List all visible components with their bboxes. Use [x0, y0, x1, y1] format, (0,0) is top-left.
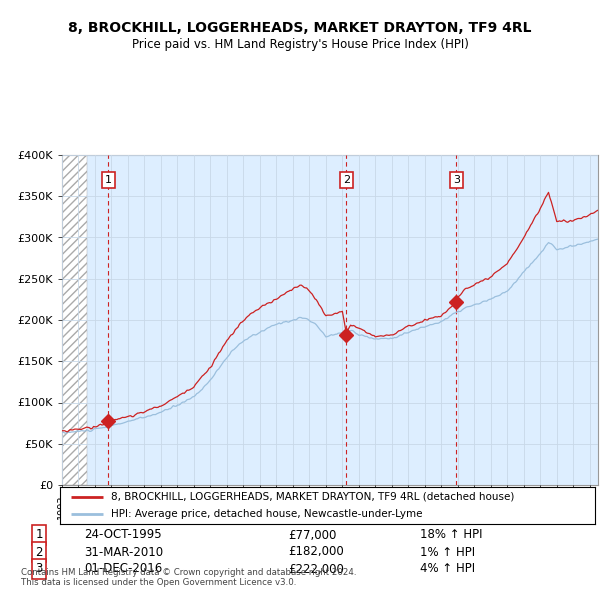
- Text: 4% ↑ HPI: 4% ↑ HPI: [420, 562, 475, 575]
- Text: £222,000: £222,000: [288, 562, 344, 575]
- Text: 3: 3: [453, 175, 460, 185]
- Text: £182,000: £182,000: [288, 546, 344, 559]
- Text: 01-DEC-2016: 01-DEC-2016: [84, 562, 162, 575]
- Text: 24-OCT-1995: 24-OCT-1995: [84, 529, 161, 542]
- Text: 18% ↑ HPI: 18% ↑ HPI: [420, 529, 482, 542]
- Text: 1: 1: [105, 175, 112, 185]
- Text: 8, BROCKHILL, LOGGERHEADS, MARKET DRAYTON, TF9 4RL: 8, BROCKHILL, LOGGERHEADS, MARKET DRAYTO…: [68, 21, 532, 35]
- Text: 2: 2: [35, 546, 43, 559]
- Text: 31-MAR-2010: 31-MAR-2010: [84, 546, 163, 559]
- Text: Contains HM Land Registry data © Crown copyright and database right 2024.
This d: Contains HM Land Registry data © Crown c…: [21, 568, 356, 587]
- Text: 1% ↑ HPI: 1% ↑ HPI: [420, 546, 475, 559]
- Text: 1: 1: [35, 529, 43, 542]
- Text: 3: 3: [35, 562, 43, 575]
- Text: 2: 2: [343, 175, 350, 185]
- Text: HPI: Average price, detached house, Newcastle-under-Lyme: HPI: Average price, detached house, Newc…: [111, 509, 422, 519]
- Text: £77,000: £77,000: [288, 529, 337, 542]
- Text: 8, BROCKHILL, LOGGERHEADS, MARKET DRAYTON, TF9 4RL (detached house): 8, BROCKHILL, LOGGERHEADS, MARKET DRAYTO…: [111, 492, 514, 502]
- Text: Price paid vs. HM Land Registry's House Price Index (HPI): Price paid vs. HM Land Registry's House …: [131, 38, 469, 51]
